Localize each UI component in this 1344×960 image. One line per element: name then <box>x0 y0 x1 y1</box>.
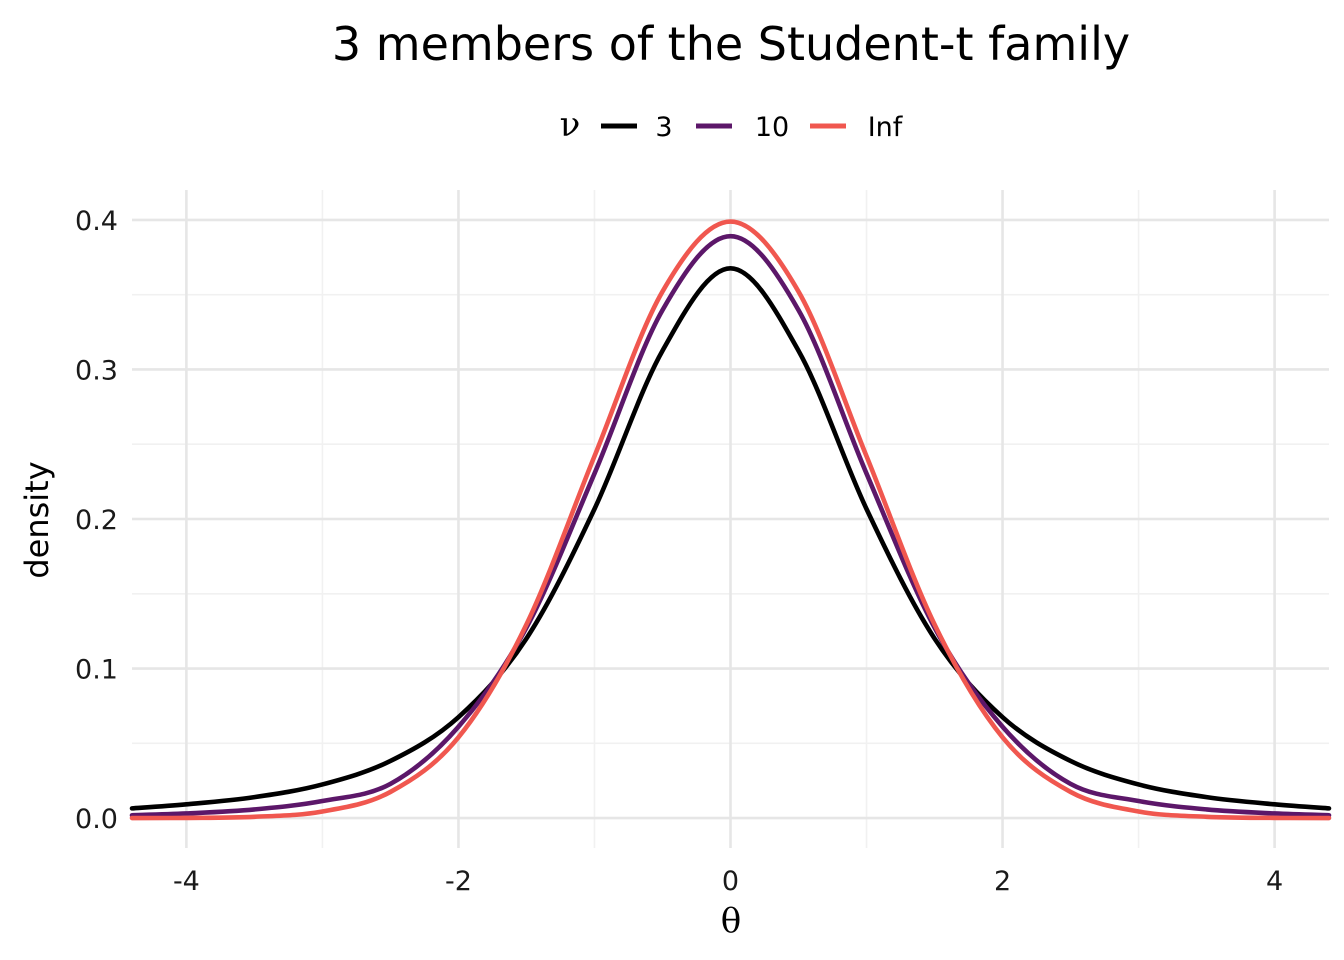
series-line-3 <box>129 266 1332 811</box>
y-tick-label: 0.1 <box>75 655 118 686</box>
legend: ν 3 10 Inf <box>560 105 904 145</box>
legend-label-3: 3 <box>655 112 672 143</box>
y-tick-label: 0.4 <box>75 206 118 237</box>
x-tick-label: 2 <box>994 866 1011 897</box>
legend-label-inf: Inf <box>868 112 904 143</box>
x-tick-label: -2 <box>445 866 472 897</box>
legend-label-10: 10 <box>755 112 789 143</box>
chart-title: 3 members of the Student-t family <box>332 17 1130 71</box>
y-tick-label: 0.3 <box>75 355 118 386</box>
x-tick-labels: -4 -2 0 2 4 <box>173 866 1283 897</box>
y-axis-label: density <box>18 461 56 578</box>
series-line-inf <box>129 219 1332 821</box>
legend-items: 3 10 Inf <box>601 112 904 143</box>
y-tick-label: 0.0 <box>75 804 118 835</box>
y-tick-labels: 0.0 0.1 0.2 0.3 0.4 <box>75 206 118 835</box>
major-gridlines <box>132 190 1329 848</box>
series-line-10 <box>129 233 1332 818</box>
y-tick-label: 0.2 <box>75 505 118 536</box>
x-tick-label: 4 <box>1266 866 1283 897</box>
x-tick-label: -4 <box>173 866 200 897</box>
legend-title: ν <box>560 105 581 145</box>
series-lines <box>129 219 1332 821</box>
x-tick-label: 0 <box>722 866 739 897</box>
x-axis-label: θ <box>721 901 741 941</box>
